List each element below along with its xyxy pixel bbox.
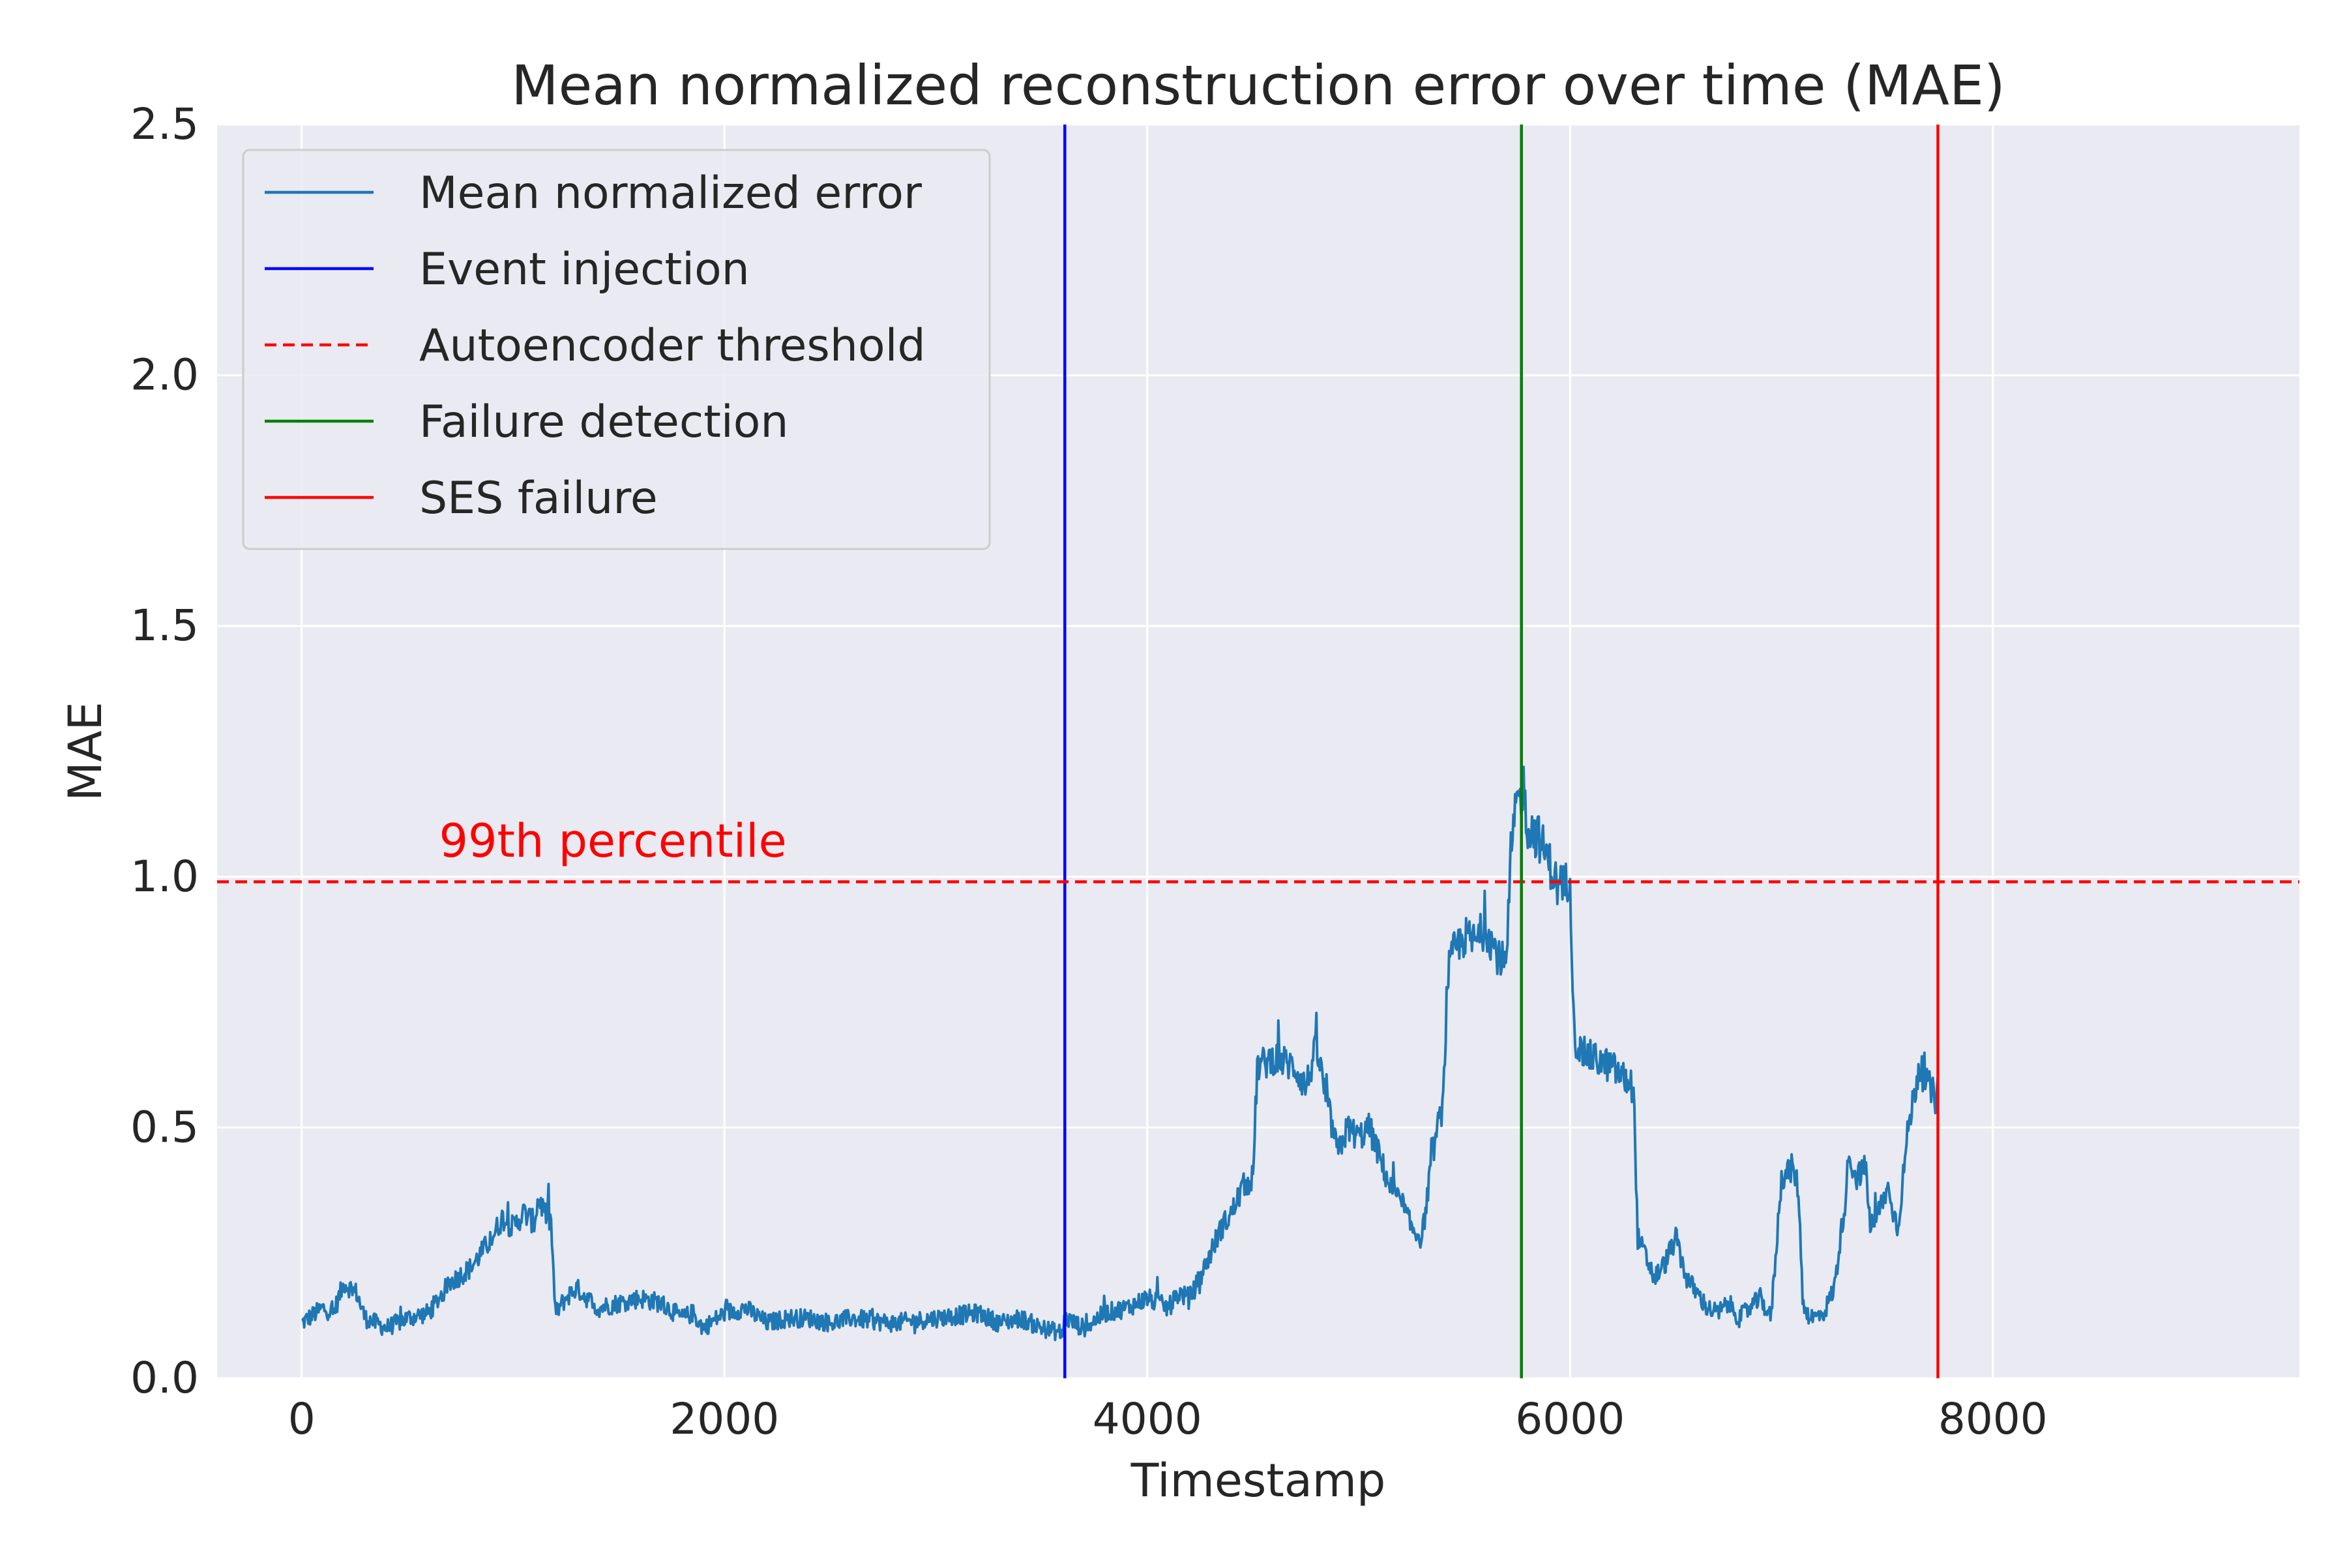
reference-lines [217,125,2299,1378]
x-tick-label: 8000 [1938,1394,2048,1444]
grid-lines [217,123,2299,1380]
y-tick-label: 1.5 [130,600,199,651]
x-tick-label: 6000 [1515,1394,1625,1444]
legend-label: Event injection [419,244,750,295]
y-axis-label: MAE [59,702,112,801]
legend-label: Mean normalized error [419,168,922,219]
legend-label: Autoencoder threshold [419,320,926,372]
series-layer [301,765,1940,1342]
legend-box [242,149,991,550]
x-axis-label: Timestamp [1130,1454,1386,1507]
legend-label: SES failure [419,473,658,524]
series-line-mean-normalized-error [301,765,1940,1342]
threshold-annotation: 99th percentile [439,814,786,868]
x-tick-label: 4000 [1093,1394,1202,1444]
x-tick-label: 0 [288,1394,316,1444]
legend-label: Failure detection [419,396,788,448]
x-tick-label: 2000 [670,1394,779,1444]
y-tick-label: 1.0 [130,851,199,902]
legend-items: Mean normalized error Event injection Auto… [265,168,926,524]
y-tick-label: 2.5 [130,99,199,149]
chart-title: Mean normalized reconstruction error ove… [511,53,2005,117]
y-tick-label: 0.5 [130,1102,199,1152]
legend: Mean normalized error Event injection Auto… [242,149,991,550]
tick-labels: 0 2000 4000 6000 8000 0.0 0.5 1.0 1.5 2.0 2.5 [130,99,2048,1444]
y-tick-label: 2.0 [130,350,199,400]
y-tick-label: 0.0 [130,1353,199,1403]
